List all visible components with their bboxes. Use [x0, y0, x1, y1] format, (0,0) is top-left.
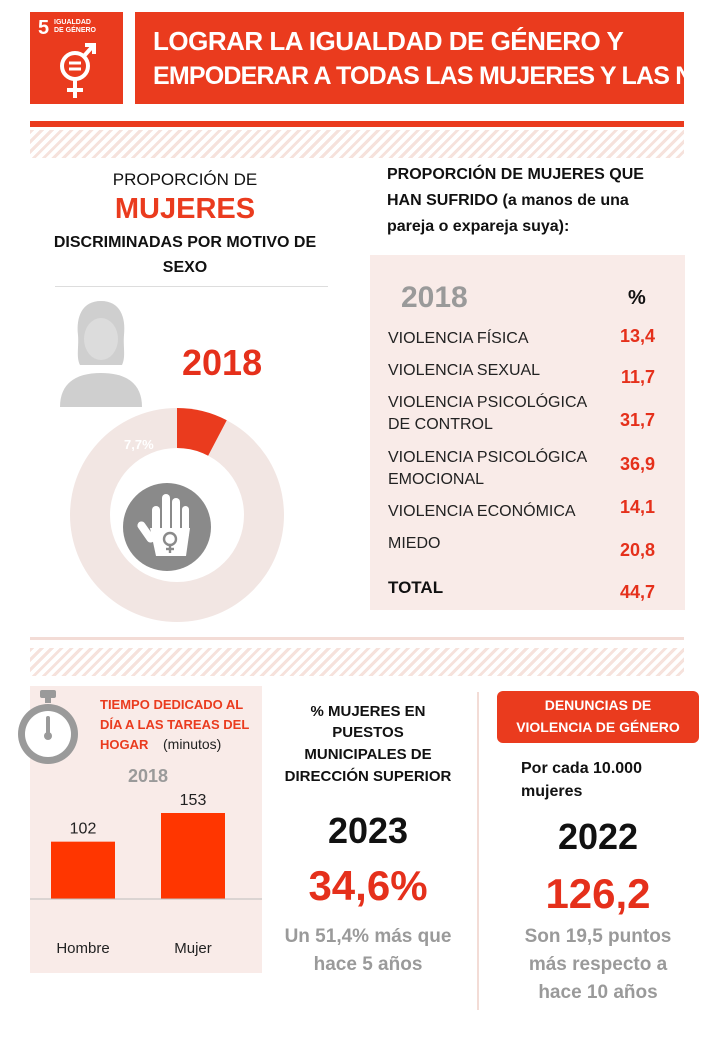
- header-title-line2: EMPODERAR A TODAS LAS MUJERES Y LAS NIÑA…: [153, 62, 720, 90]
- violence-heading-line1: PROPORCIÓN DE MUJERES QUE: [387, 166, 644, 183]
- municipal-line3: MUNICIPALES DE: [304, 746, 432, 763]
- bar-value-label: 102: [70, 821, 97, 838]
- violence-row-label: VIOLENCIA ECONÓMICA: [388, 503, 576, 520]
- violence-row-label: VIOLENCIA PSICOLÓGICA EMOCIONAL: [388, 449, 588, 488]
- violence-total-label: TOTAL: [388, 578, 444, 597]
- vertical-divider: [477, 692, 479, 1010]
- complaints-badge-line2: VIOLENCIA DE GÉNERO: [516, 719, 680, 735]
- sdg-logo: 5 IGUALDAD DE GÉNERO: [30, 12, 123, 104]
- mid-divider: [30, 637, 684, 640]
- bar-value-label: 153: [180, 792, 207, 809]
- violence-pct-header: %: [628, 287, 646, 309]
- municipal-note-line1: Un 51,4% más que: [284, 926, 452, 947]
- housework-title-line1: TIEMPO DEDICADO AL: [100, 697, 244, 712]
- gender-equality-icon: [60, 43, 96, 98]
- stopwatch-icon: [18, 690, 78, 764]
- discrimination-line1: PROPORCIÓN DE: [112, 170, 258, 189]
- housework-unit: (minutos): [163, 736, 222, 752]
- complaints-sub-line1: Por cada 10.000: [521, 760, 642, 777]
- bar-mujer: [161, 813, 225, 899]
- discrimination-rule: [55, 286, 328, 287]
- complaints-note-line1: Son 19,5 puntos: [524, 926, 672, 947]
- woman-avatar-icon: [60, 301, 142, 407]
- municipal-note-line2: hace 5 años: [313, 954, 423, 975]
- complaints-badge: DENUNCIAS DE VIOLENCIA DE GÉNERO: [497, 691, 699, 743]
- municipal-line1: % MUJERES EN: [310, 703, 426, 720]
- violence-row-label: MIEDO: [388, 535, 441, 552]
- violence-total-value: 44,7: [619, 582, 655, 602]
- violence-row-label: VIOLENCIA FÍSICA: [388, 330, 529, 347]
- municipal-year: 2023: [327, 810, 409, 851]
- violence-row-value: 31,7: [619, 410, 655, 430]
- bar-hombre: [51, 841, 115, 899]
- violence-heading-line2: HAN SUFRIDO (a manos de una: [387, 192, 629, 209]
- complaints-year: 2022: [557, 816, 639, 857]
- goal-name-line1: IGUALDAD: [54, 19, 91, 26]
- housework-title-line3: HOGAR: [100, 737, 149, 752]
- municipal-value: 34,6%: [308, 862, 428, 909]
- complaints-sub-line2: mujeres: [521, 783, 583, 800]
- goal-name-line2: DE GÉNERO: [54, 27, 97, 34]
- violence-row-label: VIOLENCIA PSICOLÓGICA DE CONTROL: [388, 394, 588, 433]
- donut-pct-label: 7,7%: [124, 437, 154, 452]
- discrimination-line4: SEXO: [162, 259, 208, 276]
- housework-year: 2018: [128, 766, 169, 786]
- complaints-value: 126,2: [545, 870, 651, 917]
- discrimination-highlight: MUJERES: [114, 193, 256, 225]
- violence-year: 2018: [401, 281, 468, 314]
- violence-row-value: 14,1: [619, 497, 655, 517]
- violence-panel: 2018 % VIOLENCIA FÍSICA 13,4 VIOLENCIA S…: [370, 255, 685, 610]
- housework-title-line2: DÍA A LAS TAREAS DEL: [100, 717, 250, 732]
- header-banner: LOGRAR LA IGUALDAD DE GÉNERO Y EMPODERAR…: [135, 12, 720, 104]
- header-hatch: [30, 130, 684, 158]
- category-label: Mujer: [174, 940, 212, 957]
- header-divider: [30, 121, 684, 127]
- municipal-line2: PUESTOS: [332, 724, 404, 741]
- violence-row-value: 36,9: [619, 454, 655, 474]
- violence-row-value: 13,4: [619, 326, 655, 346]
- complaints-badge-line1: DENUNCIAS DE: [544, 697, 652, 713]
- housework-chart: 102 Hombre 153 Mujer: [30, 792, 262, 957]
- mid-hatch: [30, 648, 684, 676]
- violence-heading-line3: pareja o expareja suya):: [387, 218, 570, 235]
- complaints-note-line2: más respecto a: [528, 954, 668, 975]
- discrimination-year: 2018: [182, 342, 263, 383]
- violence-row-value: 20,8: [619, 540, 655, 560]
- complaints-note-line3: hace 10 años: [538, 982, 658, 1003]
- raised-hand-icon: [137, 494, 190, 556]
- header-title-line1: LOGRAR LA IGUALDAD DE GÉNERO Y: [153, 26, 624, 56]
- violence-row-value: 11,7: [620, 367, 655, 387]
- municipal-line4: DIRECCIÓN SUPERIOR: [284, 768, 452, 785]
- violence-row-label: VIOLENCIA SEXUAL: [388, 362, 541, 379]
- category-label: Hombre: [56, 940, 109, 957]
- discrimination-donut: [70, 408, 284, 622]
- goal-number: 5: [38, 17, 50, 39]
- discrimination-line3: DISCRIMINADAS POR MOTIVO DE: [53, 234, 317, 251]
